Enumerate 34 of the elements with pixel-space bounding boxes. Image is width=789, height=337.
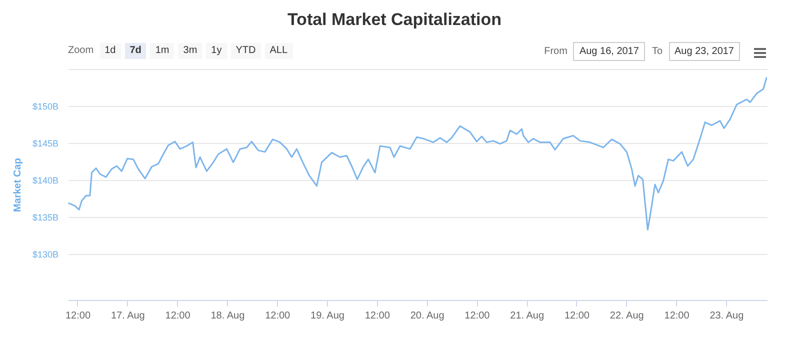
text: Zoom <box>68 44 94 58</box>
line-series <box>68 76 767 230</box>
text: Aug 23, 2017 <box>668 42 740 61</box>
x-tick-label: 12:00 <box>564 310 590 322</box>
y-tick-label: $140B <box>32 176 58 186</box>
y-tick-label: $150B <box>32 102 58 112</box>
text: 3m <box>178 43 202 59</box>
chart-title: Total Market Capitalization <box>286 10 503 30</box>
text: To <box>652 45 662 59</box>
x-tick-label: 12:00 <box>265 310 291 322</box>
text: 7d <box>124 43 146 59</box>
y-tick-label: $145B <box>32 138 58 149</box>
y-axis-title: Market Cap <box>12 158 24 212</box>
text: 1m <box>150 43 174 59</box>
x-tick-label: 17. Aug <box>110 310 145 322</box>
x-tick-label: 12:00 <box>65 310 91 322</box>
x-tick-label: 22. Aug <box>610 310 644 322</box>
x-tick-label: 12:00 <box>364 310 390 322</box>
x-tick-label: 12:00 <box>165 310 191 322</box>
text: YTD <box>230 43 261 59</box>
x-tick-label: 23. Aug <box>710 310 744 322</box>
x-tick-label: 18. Aug <box>210 310 245 322</box>
text: ALL <box>264 43 293 59</box>
x-tick-label: 12:00 <box>464 310 490 322</box>
text: Aug 16, 2017 <box>573 42 645 61</box>
x-tick-label: 21. Aug <box>510 310 544 322</box>
text: 1y <box>206 43 227 59</box>
x-tick-label: 20. Aug <box>410 310 444 322</box>
x-tick-label: 12:00 <box>664 310 690 322</box>
y-tick-label: $130B <box>32 250 58 260</box>
text: From <box>544 45 568 59</box>
y-tick-label: $135B <box>32 212 58 223</box>
x-tick-label: 19. Aug <box>310 310 344 322</box>
text: 1d <box>100 43 121 59</box>
